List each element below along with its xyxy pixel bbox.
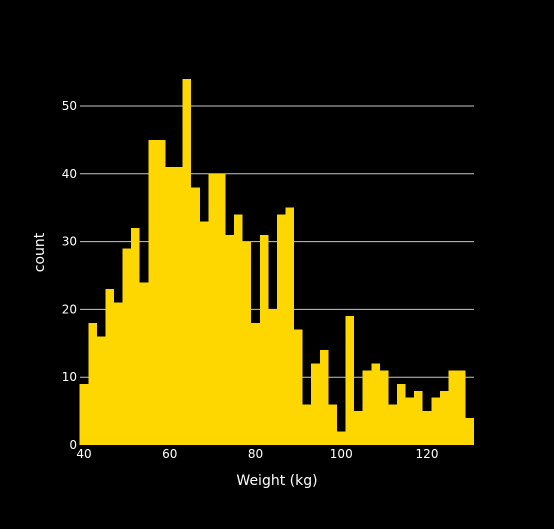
y-tick-label: 20 xyxy=(62,302,77,316)
histogram-bar xyxy=(156,139,166,445)
histogram-bar xyxy=(328,404,337,445)
histogram-bar xyxy=(191,187,200,446)
histogram-bar xyxy=(105,289,115,445)
x-tick-label: 60 xyxy=(162,447,177,461)
histogram-bar xyxy=(354,411,363,445)
histogram-bar xyxy=(165,167,175,445)
histogram-bar xyxy=(294,329,303,445)
histogram-bar xyxy=(388,404,397,445)
histogram-bar xyxy=(379,370,389,445)
x-tick-label: 80 xyxy=(248,447,263,461)
histogram-bar xyxy=(276,214,286,445)
histogram-bar xyxy=(362,370,372,445)
histogram-bar xyxy=(422,411,432,445)
histogram-bar xyxy=(234,214,243,445)
histogram-bar xyxy=(268,309,277,445)
histogram-bar xyxy=(285,207,295,445)
x-tick-label: 40 xyxy=(76,447,91,461)
histogram-bar xyxy=(225,234,235,445)
histogram-bar xyxy=(174,167,183,445)
histogram-bar xyxy=(131,228,140,445)
histogram-bar xyxy=(259,234,269,445)
histogram-bar xyxy=(319,350,329,445)
histogram-bar xyxy=(208,173,217,446)
y-axis-title: count xyxy=(32,232,48,272)
histogram-bar xyxy=(122,248,132,445)
y-tick-label: 50 xyxy=(62,99,77,113)
histogram-bar xyxy=(457,370,466,445)
y-tick-label: 30 xyxy=(62,235,77,249)
histogram-bar xyxy=(465,417,475,445)
histogram-bar xyxy=(96,336,106,445)
histogram-bar xyxy=(148,139,157,445)
y-tick-label: 10 xyxy=(62,370,77,384)
y-tick-label: 40 xyxy=(62,167,77,181)
histogram-bar xyxy=(216,173,226,446)
bars-layer xyxy=(79,78,475,446)
y-tick-label: 0 xyxy=(69,438,77,452)
histogram-bar xyxy=(336,431,346,445)
histogram-bar xyxy=(242,241,252,445)
histogram-bar xyxy=(414,390,423,445)
histogram-bar xyxy=(345,316,355,445)
histogram-bar xyxy=(311,363,320,445)
axis-layer: 0 10 20 30 40 50 40 60 80 100 120 xyxy=(62,99,439,461)
histogram-bar xyxy=(439,390,449,445)
x-tick-label: 100 xyxy=(330,447,353,461)
x-tick-label: 120 xyxy=(416,447,439,461)
histogram-bar xyxy=(79,383,89,445)
histogram-bar xyxy=(371,363,380,445)
histogram-bar xyxy=(448,370,458,445)
x-axis-title: Weight (kg) xyxy=(236,473,317,489)
histogram-bar xyxy=(139,282,149,445)
histogram-bar xyxy=(114,302,123,445)
histogram-bar xyxy=(88,322,97,445)
histogram-bar xyxy=(405,397,415,445)
histogram-bar xyxy=(182,78,192,445)
histogram-bar xyxy=(251,322,260,445)
histogram-bar xyxy=(396,383,406,445)
histogram-bar xyxy=(431,397,440,445)
histogram-bar xyxy=(302,404,312,445)
histogram-bar xyxy=(199,221,209,445)
